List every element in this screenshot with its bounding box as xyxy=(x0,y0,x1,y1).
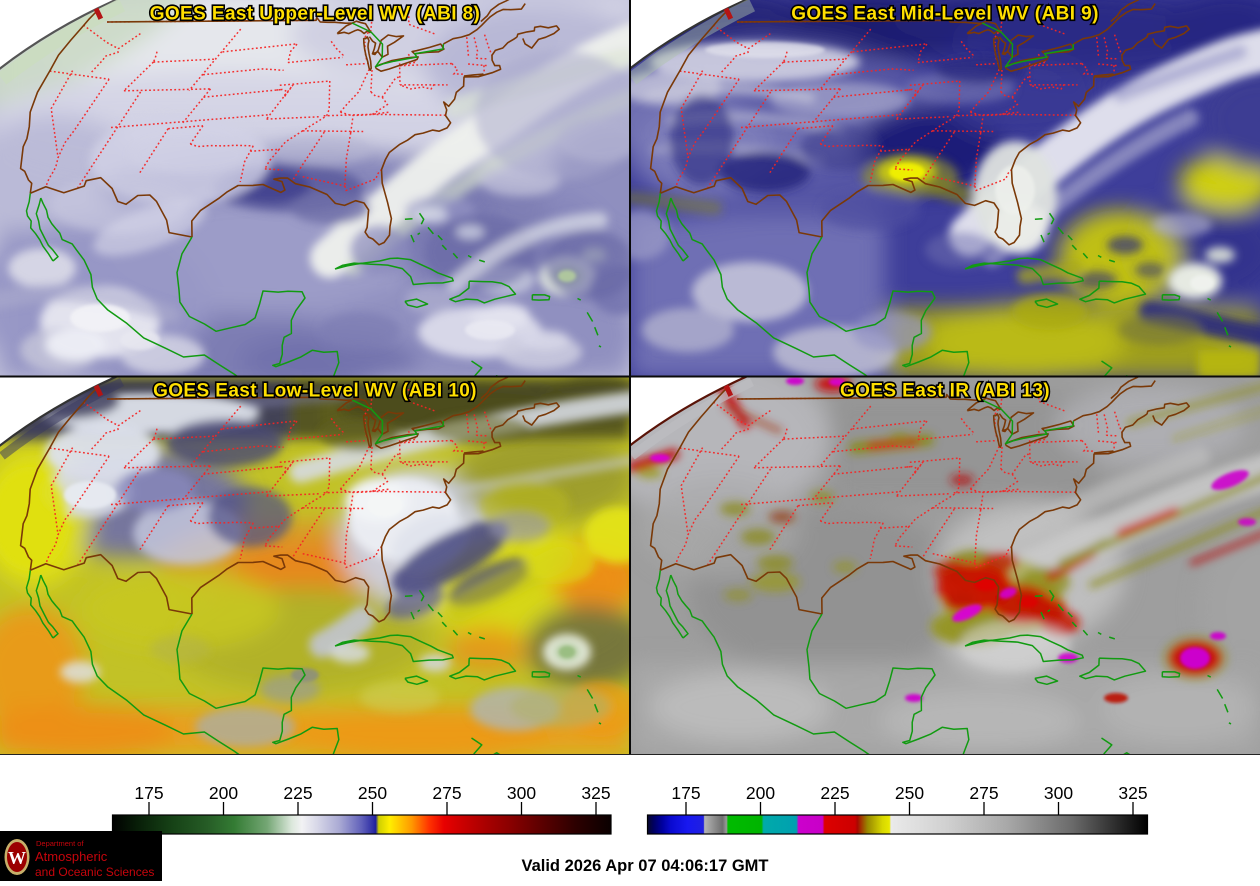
svg-text:325: 325 xyxy=(581,783,610,803)
svg-text:250: 250 xyxy=(358,783,387,803)
svg-text:225: 225 xyxy=(283,783,312,803)
svg-text:325: 325 xyxy=(1118,783,1147,803)
svg-text:250: 250 xyxy=(895,783,924,803)
svg-text:Valid 2026 Apr 07 04:06:17 GMT: Valid 2026 Apr 07 04:06:17 GMT xyxy=(521,857,768,875)
svg-text:GOES East Upper-Level WV (ABI: GOES East Upper-Level WV (ABI 8) xyxy=(150,4,481,25)
svg-text:and Oceanic Sciences: and Oceanic Sciences xyxy=(35,865,154,879)
svg-text:300: 300 xyxy=(507,783,536,803)
svg-text:225: 225 xyxy=(820,783,849,803)
svg-text:200: 200 xyxy=(746,783,775,803)
svg-text:GOES East IR (ABI 13): GOES East IR (ABI 13) xyxy=(840,381,1050,402)
svg-text:300: 300 xyxy=(1044,783,1073,803)
svg-text:275: 275 xyxy=(969,783,998,803)
svg-text:Department of: Department of xyxy=(36,839,84,848)
svg-text:175: 175 xyxy=(134,783,163,803)
svg-text:275: 275 xyxy=(432,783,461,803)
svg-text:GOES East Mid-Level WV (ABI 9): GOES East Mid-Level WV (ABI 9) xyxy=(791,4,1099,25)
svg-text:GOES East Low-Level WV (ABI 10: GOES East Low-Level WV (ABI 10) xyxy=(153,381,477,402)
svg-text:175: 175 xyxy=(671,783,700,803)
svg-text:200: 200 xyxy=(209,783,238,803)
svg-text:W: W xyxy=(8,848,26,868)
svg-text:Atmospheric: Atmospheric xyxy=(35,849,108,864)
